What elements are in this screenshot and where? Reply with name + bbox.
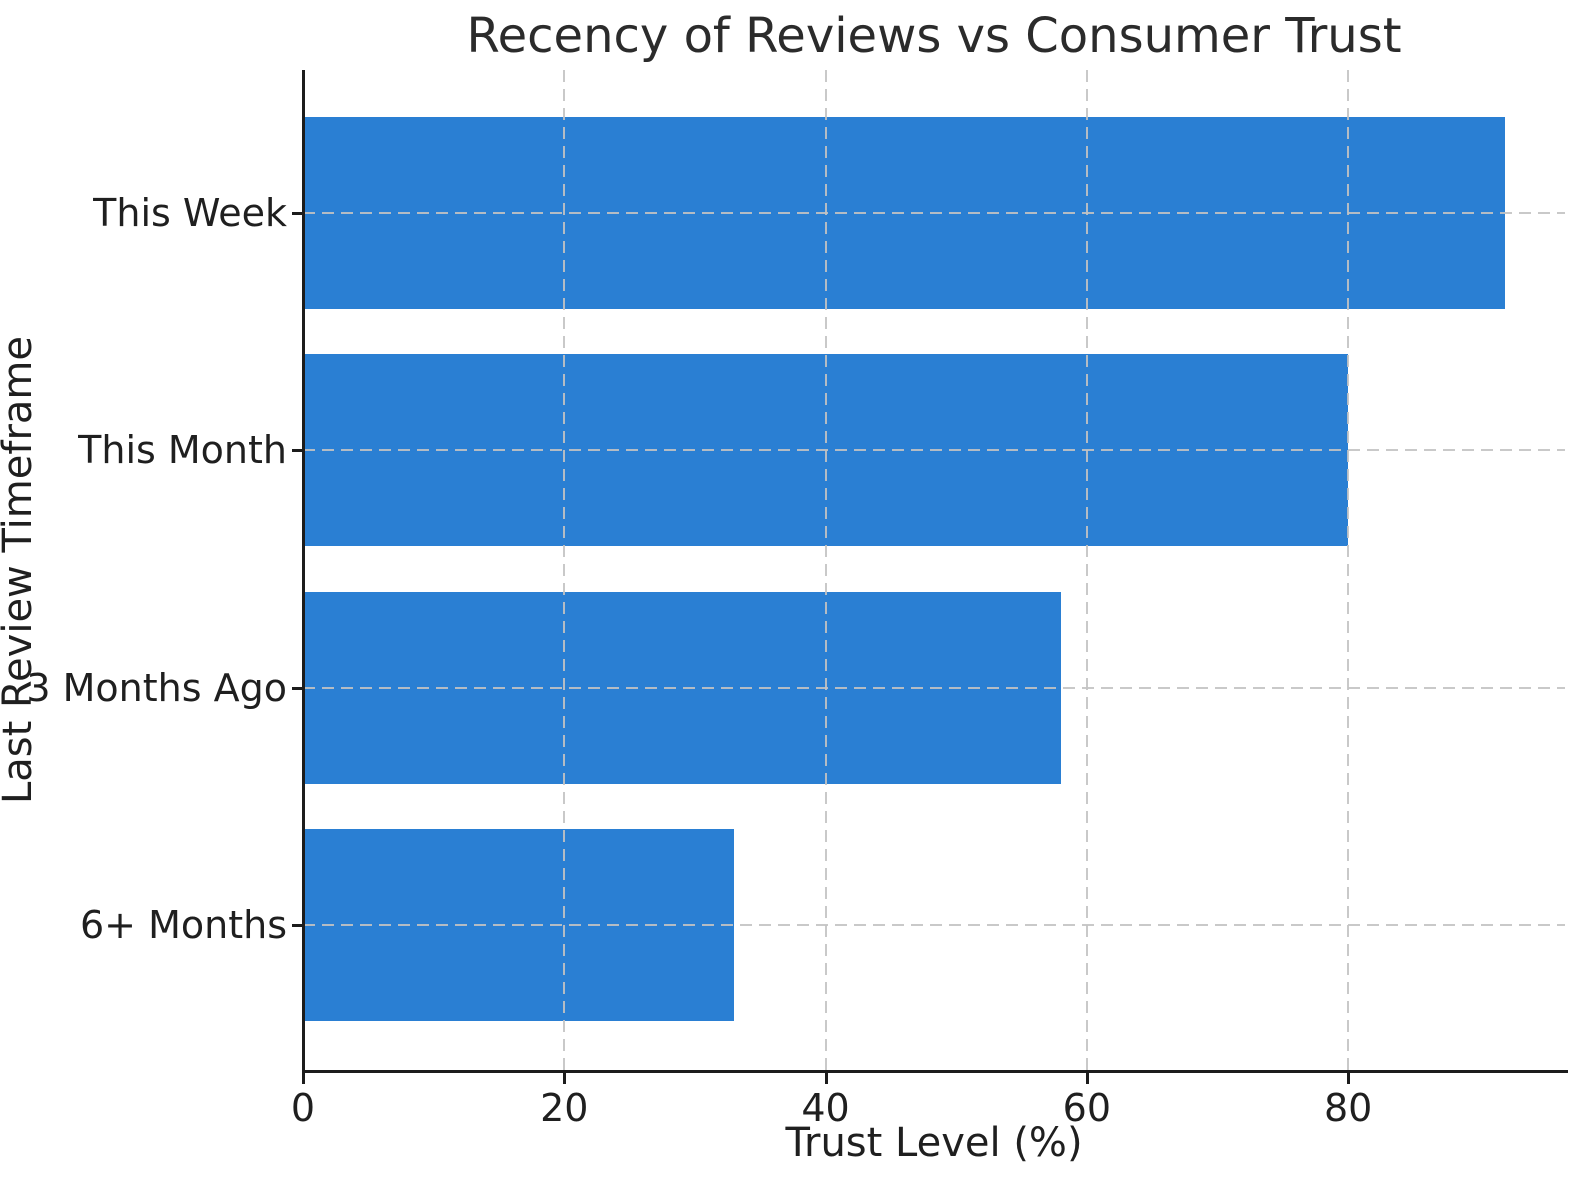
horizontal-gridline [303,924,1565,926]
x-tick-mark [563,1073,567,1084]
x-tick-mark [1085,1073,1089,1084]
x-tick-mark [824,1073,828,1084]
horizontal-gridline [303,449,1565,451]
vertical-gridline [1085,70,1088,1070]
x-axis-spine [303,1070,1568,1073]
x-tick-label: 40 [801,1086,850,1130]
y-axis-spine [302,70,305,1073]
plot-area [302,70,1568,1073]
horizontal-gridline [303,686,1565,689]
x-tick-label: 20 [540,1086,589,1130]
x-tick-label: 0 [290,1086,316,1130]
y-tick-label: 3 Months Ago [26,665,287,710]
vertical-gridline [1347,70,1350,1070]
y-tick-mark [292,211,303,215]
y-tick-label: 6+ Months [80,903,287,947]
y-tick-label: This Week [93,190,287,235]
horizontal-gridline [303,211,1565,214]
y-tick-mark [292,686,303,690]
x-tick-label: 80 [1323,1086,1373,1130]
x-tick-label: 60 [1062,1086,1112,1130]
vertical-gridline [563,70,566,1070]
y-tick-mark [292,924,303,927]
gridlines-container [303,70,1565,1070]
x-axis-label: Trust Level (%) [785,1120,1083,1166]
chart-title: Recency of Reviews vs Consumer Trust [466,8,1402,64]
x-tick-mark [302,1073,305,1084]
y-tick-label: This Month [78,428,287,472]
y-axis-label-area: Last Review Timeframe [0,0,70,1180]
x-tick-mark [1347,1073,1351,1084]
y-axis-label: Last Review Timeframe [0,336,41,804]
vertical-gridline [824,70,827,1070]
y-tick-mark [292,449,303,452]
